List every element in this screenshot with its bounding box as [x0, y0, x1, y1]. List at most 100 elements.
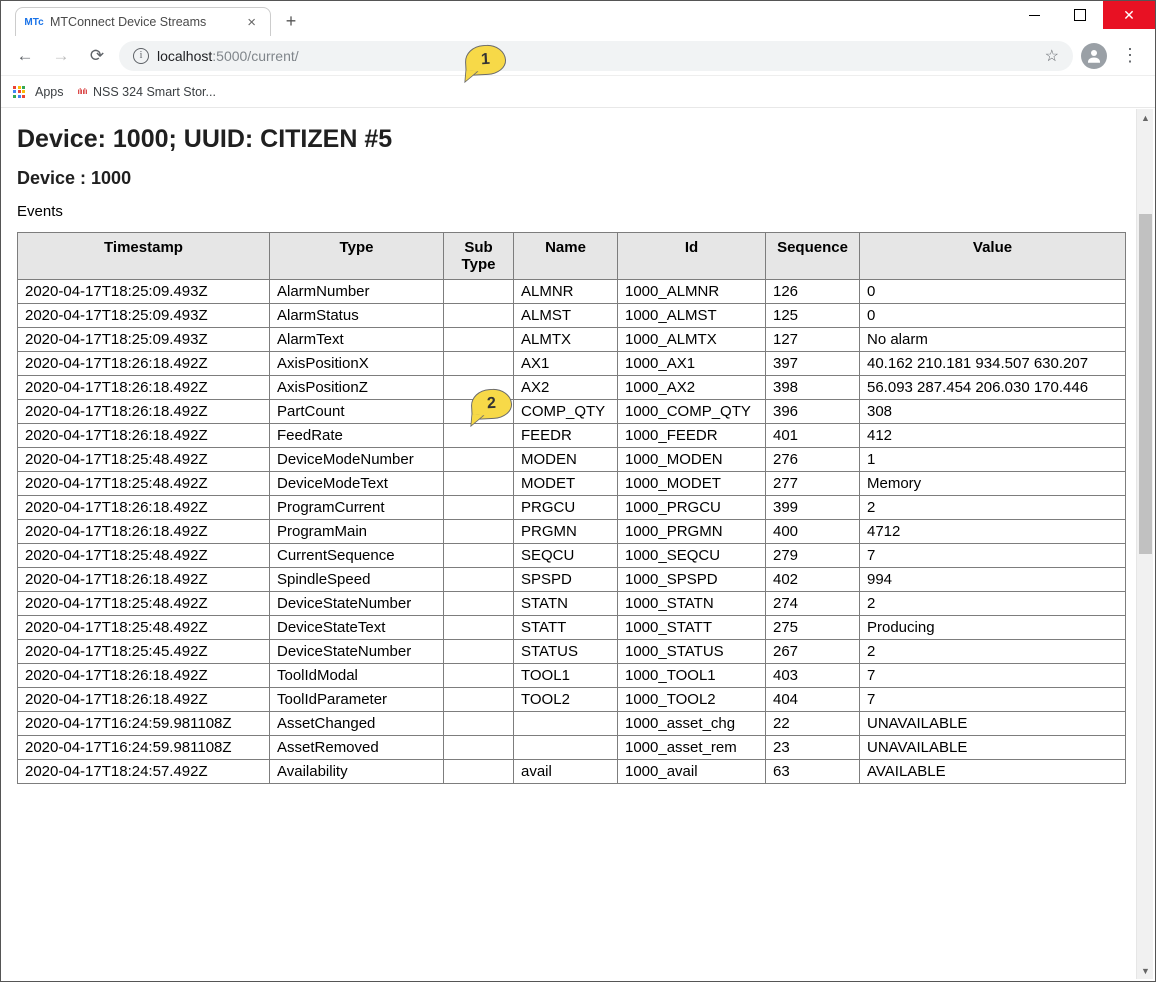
table-cell: AX2 — [514, 376, 618, 400]
table-row: 2020-04-17T18:26:18.492ZAxisPositionXAX1… — [18, 352, 1126, 376]
table-row: 2020-04-17T18:25:09.493ZAlarmNumberALMNR… — [18, 280, 1126, 304]
cisco-icon: ılıılı — [78, 87, 87, 96]
table-row: 2020-04-17T18:25:48.492ZCurrentSequenceS… — [18, 544, 1126, 568]
table-cell: AlarmStatus — [270, 304, 444, 328]
table-cell — [444, 328, 514, 352]
table-cell: ToolIdModal — [270, 664, 444, 688]
table-cell: Availability — [270, 760, 444, 784]
scroll-down-arrow-icon[interactable]: ▼ — [1137, 962, 1154, 979]
table-cell: DeviceStateNumber — [270, 640, 444, 664]
table-cell — [444, 304, 514, 328]
table-cell — [444, 736, 514, 760]
table-cell: 412 — [860, 424, 1126, 448]
table-row: 2020-04-17T18:26:18.492ZAxisPositionZAX2… — [18, 376, 1126, 400]
table-cell: 399 — [766, 496, 860, 520]
table-cell: 1000_PRGCU — [618, 496, 766, 520]
table-cell: 23 — [766, 736, 860, 760]
site-info-icon[interactable]: i — [133, 48, 149, 64]
table-cell: ToolIdParameter — [270, 688, 444, 712]
table-cell: 2020-04-17T18:25:48.492Z — [18, 592, 270, 616]
table-cell: MODEN — [514, 448, 618, 472]
table-row: 2020-04-17T18:25:45.492ZDeviceStateNumbe… — [18, 640, 1126, 664]
table-cell: 2020-04-17T18:25:45.492Z — [18, 640, 270, 664]
table-cell: 1000_SPSPD — [618, 568, 766, 592]
table-cell: 1000_STATN — [618, 592, 766, 616]
table-row: 2020-04-17T18:25:48.492ZDeviceModeTextMO… — [18, 472, 1126, 496]
table-cell: MODET — [514, 472, 618, 496]
bookmark-star-icon[interactable]: ☆ — [1045, 46, 1059, 66]
col-id: Id — [618, 233, 766, 280]
table-cell: DeviceStateText — [270, 616, 444, 640]
window-close-button[interactable]: ✕ — [1103, 1, 1155, 29]
table-cell: 1000_TOOL1 — [618, 664, 766, 688]
table-cell: 2020-04-17T18:26:18.492Z — [18, 424, 270, 448]
table-cell: 1000_ALMST — [618, 304, 766, 328]
table-cell: 403 — [766, 664, 860, 688]
window-minimize-button[interactable] — [1011, 1, 1057, 29]
table-cell: 2020-04-17T18:25:48.492Z — [18, 472, 270, 496]
table-cell: 2020-04-17T18:25:48.492Z — [18, 544, 270, 568]
address-bar[interactable]: i localhost:5000/current/ ☆ — [119, 41, 1073, 71]
bookmark-nss[interactable]: ılıılı NSS 324 Smart Stor... — [78, 85, 216, 99]
nav-reload-button[interactable]: ⟳ — [83, 42, 111, 70]
table-row: 2020-04-17T18:25:48.492ZDeviceModeNumber… — [18, 448, 1126, 472]
table-cell — [444, 688, 514, 712]
nav-forward-button[interactable]: → — [47, 42, 75, 70]
table-cell: 1000_STATUS — [618, 640, 766, 664]
table-cell — [444, 640, 514, 664]
table-cell: AVAILABLE — [860, 760, 1126, 784]
table-cell — [444, 760, 514, 784]
window-maximize-button[interactable] — [1057, 1, 1103, 29]
page-title: Device: 1000; UUID: CITIZEN #5 — [17, 125, 1126, 154]
browser-menu-icon[interactable]: ⋮ — [1115, 45, 1145, 66]
table-cell: 401 — [766, 424, 860, 448]
table-row: 2020-04-17T18:26:18.492ZSpindleSpeedSPSP… — [18, 568, 1126, 592]
col-type: Type — [270, 233, 444, 280]
profile-avatar-icon[interactable] — [1081, 43, 1107, 69]
table-cell: ALMTX — [514, 328, 618, 352]
table-cell: 994 — [860, 568, 1126, 592]
table-cell: 2020-04-17T18:25:09.493Z — [18, 304, 270, 328]
table-cell: Memory — [860, 472, 1126, 496]
scroll-up-arrow-icon[interactable]: ▲ — [1137, 109, 1154, 126]
device-subtitle: Device : 1000 — [17, 168, 1126, 189]
table-cell: AxisPositionZ — [270, 376, 444, 400]
table-cell: CurrentSequence — [270, 544, 444, 568]
table-cell: FeedRate — [270, 424, 444, 448]
nav-back-button[interactable]: ← — [11, 42, 39, 70]
table-cell: 2020-04-17T18:25:48.492Z — [18, 448, 270, 472]
table-cell — [444, 280, 514, 304]
table-cell: PartCount — [270, 400, 444, 424]
vertical-scrollbar[interactable]: ▲ ▼ — [1136, 109, 1153, 979]
table-cell: 1000_SEQCU — [618, 544, 766, 568]
table-cell — [444, 616, 514, 640]
table-cell: AX1 — [514, 352, 618, 376]
window-controls: ✕ — [1011, 1, 1155, 29]
table-cell: STATUS — [514, 640, 618, 664]
table-cell: 1000_ALMTX — [618, 328, 766, 352]
bookmarks-apps-button[interactable]: Apps — [13, 85, 64, 99]
table-cell: 1000_asset_chg — [618, 712, 766, 736]
table-cell: PRGMN — [514, 520, 618, 544]
table-cell: 56.093 287.454 206.030 170.446 — [860, 376, 1126, 400]
table-cell: 267 — [766, 640, 860, 664]
table-row: 2020-04-17T16:24:59.981108ZAssetChanged1… — [18, 712, 1126, 736]
table-cell: 2020-04-17T18:26:18.492Z — [18, 688, 270, 712]
tab-close-icon[interactable]: × — [243, 14, 260, 31]
col-name: Name — [514, 233, 618, 280]
table-cell: 2020-04-17T18:26:18.492Z — [18, 496, 270, 520]
table-row: 2020-04-17T18:24:57.492ZAvailabilityavai… — [18, 760, 1126, 784]
scrollbar-thumb[interactable] — [1139, 214, 1152, 554]
events-section-label: Events — [17, 203, 1126, 220]
table-cell: 1000_MODET — [618, 472, 766, 496]
table-row: 2020-04-17T18:25:09.493ZAlarmStatusALMST… — [18, 304, 1126, 328]
events-table: Timestamp Type Sub Type Name Id Sequence… — [17, 232, 1126, 784]
table-cell: 2020-04-17T18:25:48.492Z — [18, 616, 270, 640]
tab-favicon: MTc — [26, 14, 42, 30]
browser-tab[interactable]: MTc MTConnect Device Streams × — [15, 7, 271, 36]
table-cell: STATT — [514, 616, 618, 640]
table-cell: AssetRemoved — [270, 736, 444, 760]
table-cell: 1000_TOOL2 — [618, 688, 766, 712]
bookmarks-bar: Apps ılıılı NSS 324 Smart Stor... — [1, 76, 1155, 108]
new-tab-button[interactable]: + — [279, 10, 303, 34]
